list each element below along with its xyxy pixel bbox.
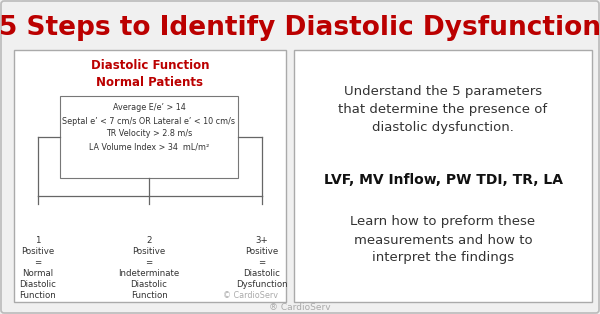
Text: Average E/e’ > 14: Average E/e’ > 14 bbox=[113, 104, 185, 112]
Text: TR Velocity > 2.8 m/s: TR Velocity > 2.8 m/s bbox=[106, 129, 192, 138]
Text: LVF, MV Inflow, PW TDI, TR, LA: LVF, MV Inflow, PW TDI, TR, LA bbox=[323, 173, 563, 187]
Text: 5 Steps to Identify Diastolic Dysfunction: 5 Steps to Identify Diastolic Dysfunctio… bbox=[0, 15, 600, 41]
Text: Septal e’ < 7 cm/s OR Lateral e’ < 10 cm/s: Septal e’ < 7 cm/s OR Lateral e’ < 10 cm… bbox=[62, 116, 235, 126]
Text: Diastolic Function
Normal Patients: Diastolic Function Normal Patients bbox=[91, 59, 209, 89]
Bar bbox=[60, 96, 238, 178]
Bar bbox=[14, 50, 286, 302]
Text: LA Volume Index > 34  mL/m²: LA Volume Index > 34 mL/m² bbox=[89, 143, 209, 151]
Text: Learn how to preform these
measurements and how to
interpret the findings: Learn how to preform these measurements … bbox=[350, 215, 536, 264]
Text: 3+
Positive
=
Diastolic
Dysfunction: 3+ Positive = Diastolic Dysfunction bbox=[236, 236, 288, 290]
Text: ® CardioServ: ® CardioServ bbox=[269, 302, 331, 311]
Bar bbox=[294, 50, 592, 302]
Text: 2
Positive
=
Indeterminate
Diastolic
Function: 2 Positive = Indeterminate Diastolic Fun… bbox=[118, 236, 179, 300]
Text: 1
Positive
=
Normal
Diastolic
Function: 1 Positive = Normal Diastolic Function bbox=[20, 236, 56, 300]
Text: © CardioServ: © CardioServ bbox=[223, 290, 278, 300]
Text: Understand the 5 parameters
that determine the presence of
diastolic dysfunction: Understand the 5 parameters that determi… bbox=[338, 85, 548, 134]
